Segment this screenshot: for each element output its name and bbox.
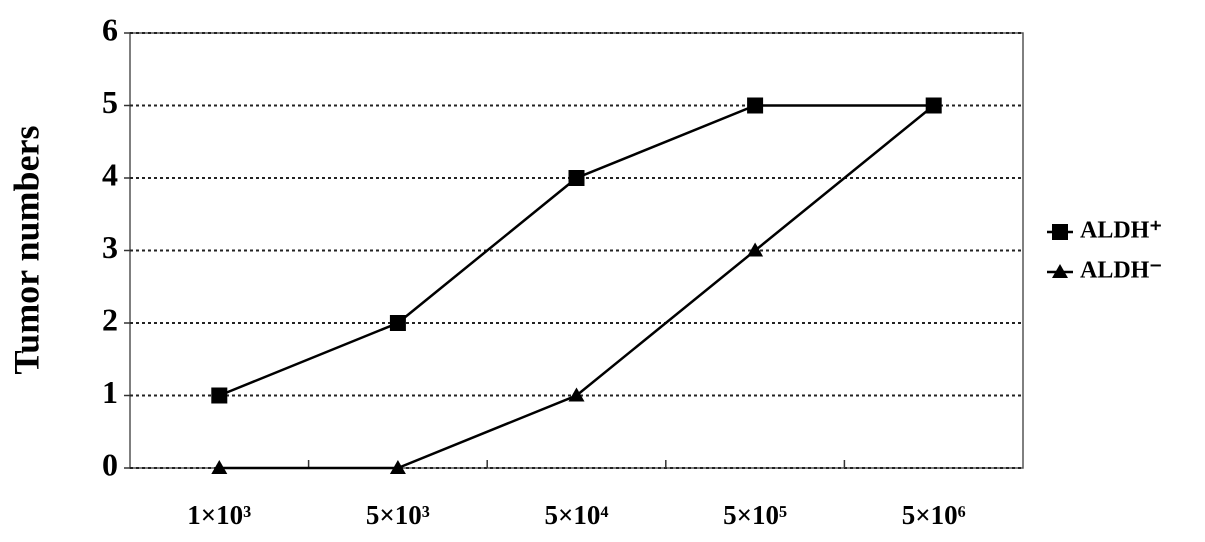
- x-tick-label: 5×10³: [366, 500, 430, 530]
- y-tick-label: 0: [102, 446, 118, 482]
- y-tick-label: 1: [102, 374, 118, 410]
- x-tick-label: 5×10⁶: [902, 500, 966, 530]
- marker-triangle: [568, 387, 585, 402]
- marker-triangle: [1052, 264, 1068, 278]
- marker-triangle: [211, 460, 228, 474]
- legend-label: ALDH⁺: [1080, 218, 1162, 244]
- series-line: [219, 104, 935, 470]
- marker-square: [1052, 224, 1068, 240]
- y-tick-label: 2: [102, 301, 118, 337]
- marker-triangle: [925, 97, 942, 112]
- y-axis-label: Tumor numbers: [6, 125, 46, 374]
- x-tick-label: 1×10³: [187, 500, 251, 530]
- y-tick-label: 6: [102, 11, 118, 47]
- marker-triangle: [747, 242, 764, 257]
- marker-square: [568, 170, 585, 186]
- y-tick-label: 5: [102, 84, 118, 120]
- legend-label: ALDH⁻: [1080, 258, 1162, 284]
- marker-square: [389, 315, 406, 331]
- x-tick-label: 5×10⁴: [545, 500, 609, 530]
- x-tick-label: 5×10⁵: [723, 500, 787, 530]
- y-tick-label: 4: [102, 156, 118, 192]
- marker-square: [747, 97, 764, 114]
- marker-square: [211, 387, 228, 404]
- y-tick-label: 3: [102, 229, 118, 265]
- marker-triangle: [389, 460, 406, 474]
